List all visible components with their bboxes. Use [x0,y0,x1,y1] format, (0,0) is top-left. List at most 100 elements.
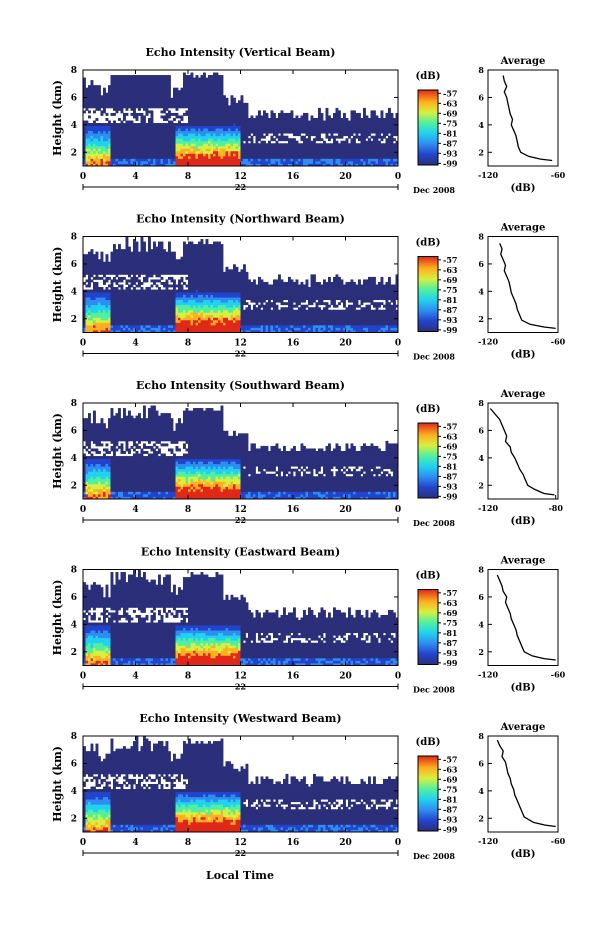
colorbar-unit: (dB) [416,737,441,748]
xtick-label: 20 [339,172,352,182]
average-xtick-label: -120 [478,170,498,180]
xtick-label: 12 [234,505,247,515]
y-axis-label: Height (km) [51,413,64,489]
ytick-label: 4 [71,620,77,630]
colorbar-label: -81 [443,794,457,804]
xtick-label: 12 [234,672,247,682]
average-title: Average [500,223,546,234]
date-label: Dec 2008 [413,685,455,695]
day-label: 22 [235,515,246,525]
average-ytick-label: 8 [478,232,484,242]
average-ytick-label: 6 [478,758,484,768]
average-ytick-label: 6 [478,592,484,602]
heatmap-field [83,72,399,167]
average-ytick-label: 2 [478,314,484,324]
ytick-label: 2 [71,148,77,158]
ytick-label: 2 [71,481,77,491]
heatmap-field [83,405,399,500]
average-ytick-label: 8 [478,565,484,575]
xtick-label: 4 [132,838,138,848]
average-xtick-label: -120 [478,670,498,680]
xtick-label: 8 [185,505,191,515]
xtick-label: 20 [339,505,352,515]
colorbar-label: -57 [443,88,457,98]
xtick-label: 8 [185,838,191,848]
ytick-label: 6 [71,759,77,769]
colorbar [417,589,439,665]
xtick-label: 0 [395,672,401,682]
y-axis-label: Height (km) [51,746,64,822]
ytick-label: 4 [71,287,77,297]
average-title: Average [500,389,546,400]
xtick-label: 8 [185,172,191,182]
xtick-label: 0 [80,339,86,349]
xtick-label: 8 [185,672,191,682]
average-ytick-label: 8 [478,65,484,75]
average-xtick-label: -60 [551,670,566,680]
average-profile-line [499,243,556,330]
colorbar-label: -87 [443,305,457,315]
colorbar-label: -69 [443,275,458,285]
heatmap-field [83,569,399,666]
average-title: Average [500,556,546,567]
xtick-label: 12 [234,339,247,349]
colorbar-unit: (dB) [416,571,441,582]
average-xlabel: (dB) [511,183,536,194]
ytick-label: 4 [71,454,77,464]
colorbar-label: -99 [443,824,458,834]
average-ytick-label: 6 [478,259,484,269]
common-xlabel: Local Time [206,869,274,882]
average-xlabel: (dB) [511,683,536,694]
xtick-label: 4 [132,672,138,682]
average-ytick-label: 6 [478,92,484,102]
colorbar-label: -81 [443,295,457,305]
xtick-label: 16 [287,672,300,682]
colorbar [417,256,439,332]
xtick-label: 0 [80,172,86,182]
xtick-label: 8 [185,339,191,349]
average-xtick-label: -60 [551,170,566,180]
colorbar-label: -87 [443,638,457,648]
colorbar-label: -69 [443,108,458,118]
colorbar-label: -99 [443,658,458,668]
panel-2: Echo Intensity (Northward Beam) 2 4 6 8 Heigh… [51,213,566,362]
colorbar-label: -63 [443,764,458,774]
colorbar-label: -99 [443,325,458,335]
colorbar-label: -87 [443,471,457,481]
xtick-label: 20 [339,838,352,848]
average-frame [487,69,559,167]
colorbar-label: -81 [443,128,457,138]
ytick-label: 6 [71,93,77,103]
panel-title: Echo Intensity (Northward Beam) [136,213,345,226]
ytick-label: 2 [71,814,77,824]
xtick-label: 16 [287,172,300,182]
average-xtick-label: -60 [551,836,566,846]
average-title: Average [500,56,546,67]
day-label: 22 [235,848,246,858]
average-xtick-label: -120 [478,503,498,513]
colorbar [417,89,439,166]
heatmap-field [83,736,399,833]
panel-title: Echo Intensity (Southward Beam) [136,379,345,392]
xtick-label: 0 [80,838,86,848]
average-frame [487,569,559,666]
average-ytick-label: 6 [478,425,484,435]
ytick-label: 8 [71,66,77,76]
average-ytick-label: 2 [478,480,484,490]
colorbar-label: -99 [443,491,458,501]
average-profile-line [502,75,553,162]
colorbar-label: -75 [443,285,457,295]
colorbar-label: -93 [443,148,458,158]
average-xlabel: (dB) [511,849,536,860]
xtick-label: 4 [132,172,138,182]
average-ytick-label: 4 [478,619,484,629]
colorbar-label: -75 [443,618,457,628]
average-ytick-label: 4 [478,120,484,130]
xtick-label: 16 [287,838,300,848]
colorbar-label: -69 [443,774,458,784]
ytick-label: 8 [71,233,77,243]
day-label: 22 [235,182,246,192]
date-label: Dec 2008 [413,851,455,861]
average-ytick-label: 2 [478,647,484,657]
average-ytick-label: 4 [478,786,484,796]
